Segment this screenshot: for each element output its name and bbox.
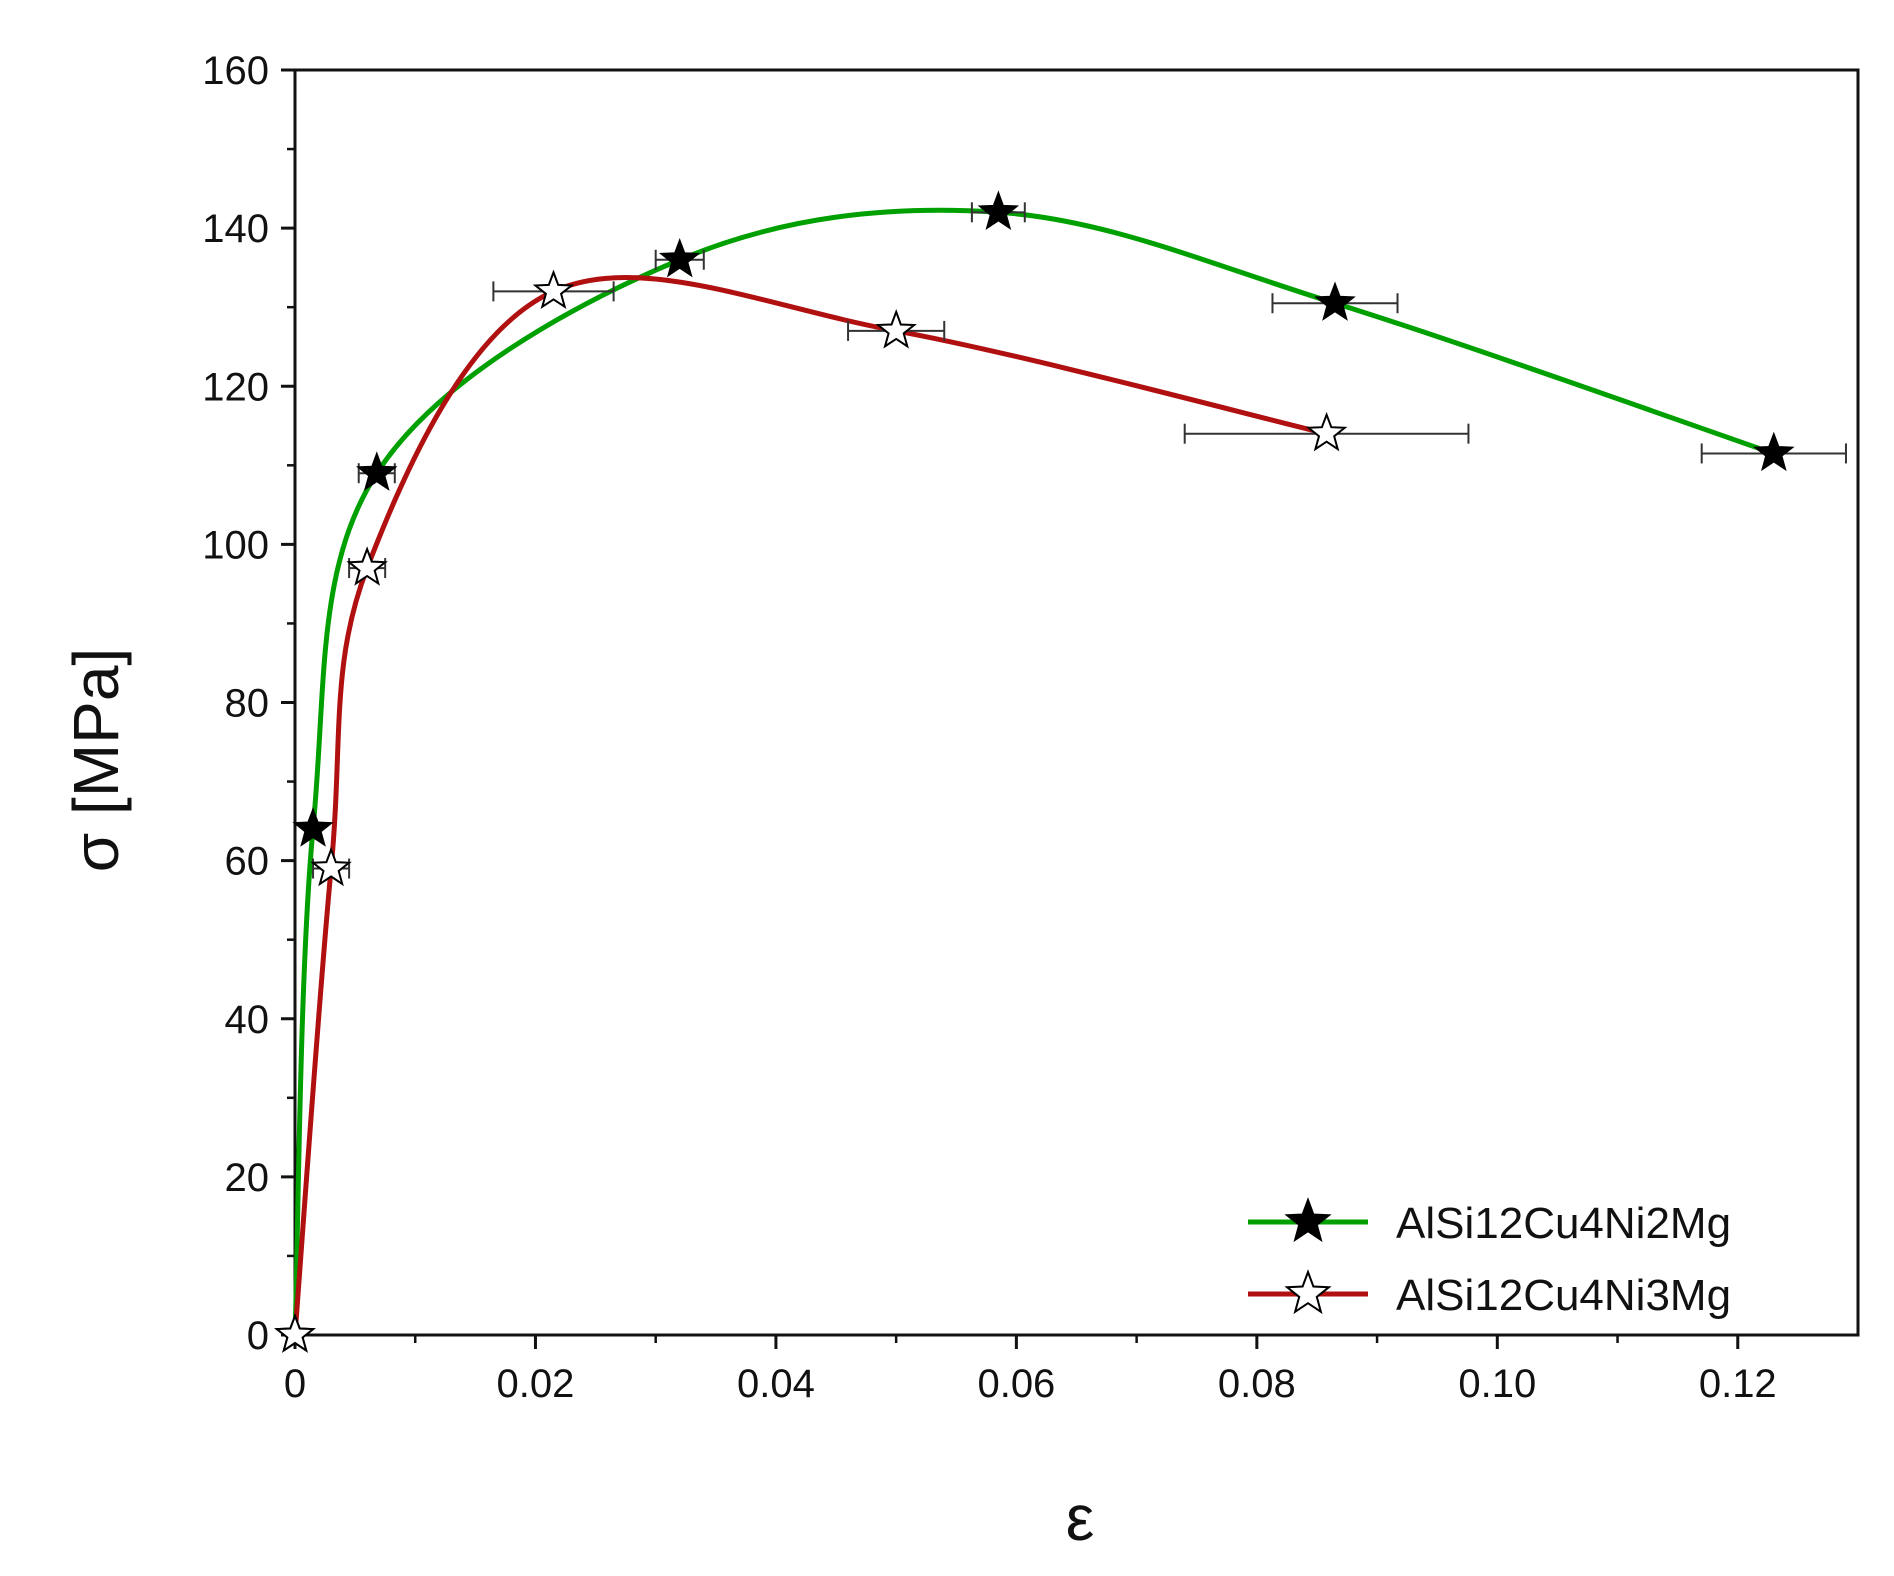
- data-point-star: [355, 451, 398, 491]
- series-curves: [292, 207, 1775, 1336]
- x-tick-label: 0.06: [977, 1362, 1055, 1406]
- series-2-curve: [292, 275, 1328, 1336]
- y-tick-label: 100: [202, 523, 269, 567]
- y-tick-label: 120: [202, 365, 269, 409]
- x-tick-label: 0: [284, 1362, 306, 1406]
- data-point-star: [1753, 431, 1795, 472]
- legend-star-icon-series-1: [1284, 1197, 1332, 1243]
- series-1-curve: [292, 207, 1775, 1336]
- legend-label-series-2: AlSi12Cu4Ni3Mg: [1396, 1271, 1731, 1320]
- data-point-star: [346, 546, 388, 586]
- y-tick-label: 0: [247, 1314, 269, 1358]
- data-point-star: [292, 807, 334, 847]
- data-point-star: [658, 237, 701, 278]
- y-tick-label: 20: [225, 1156, 270, 1200]
- legend: AlSi12Cu4Ni2Mg AlSi12Cu4Ni3Mg: [1248, 1197, 1731, 1320]
- x-tick-label: 0.02: [497, 1362, 575, 1406]
- x-tick-label: 0.04: [737, 1362, 815, 1406]
- data-markers: [274, 190, 1795, 1353]
- x-axis-title: ε: [1066, 1482, 1095, 1554]
- axis-ticks: [281, 68, 1740, 1349]
- legend-label-series-1: AlSi12Cu4Ni2Mg: [1396, 1199, 1731, 1248]
- x-tick-label: 0.12: [1699, 1362, 1777, 1406]
- data-point-star: [875, 309, 917, 349]
- y-tick-label: 40: [225, 998, 270, 1042]
- y-tick-label: 80: [225, 682, 270, 726]
- y-axis-title: σ [MPa]: [60, 648, 132, 872]
- plot-border: [293, 68, 1860, 1337]
- y-tick-label: 140: [202, 207, 269, 251]
- data-point-star: [1305, 411, 1348, 452]
- data-point-star: [274, 1313, 316, 1353]
- legend-star-icon-series-2: [1284, 1269, 1332, 1315]
- data-point-star: [532, 269, 575, 309]
- data-point-star: [1314, 281, 1356, 321]
- x-tick-label: 0.08: [1218, 1362, 1296, 1406]
- plot-area: [293, 68, 1860, 1337]
- y-tick-label: 160: [202, 49, 269, 93]
- y-tick-label: 60: [225, 840, 270, 884]
- tick-labels: 0 0.02 0.04 0.06 0.08 0.10 0.12 0 20 40 60 80 100 120…: [202, 49, 1776, 1406]
- data-point-star: [977, 190, 1020, 231]
- data-point-star: [310, 846, 352, 887]
- x-tick-label: 0.10: [1458, 1362, 1536, 1406]
